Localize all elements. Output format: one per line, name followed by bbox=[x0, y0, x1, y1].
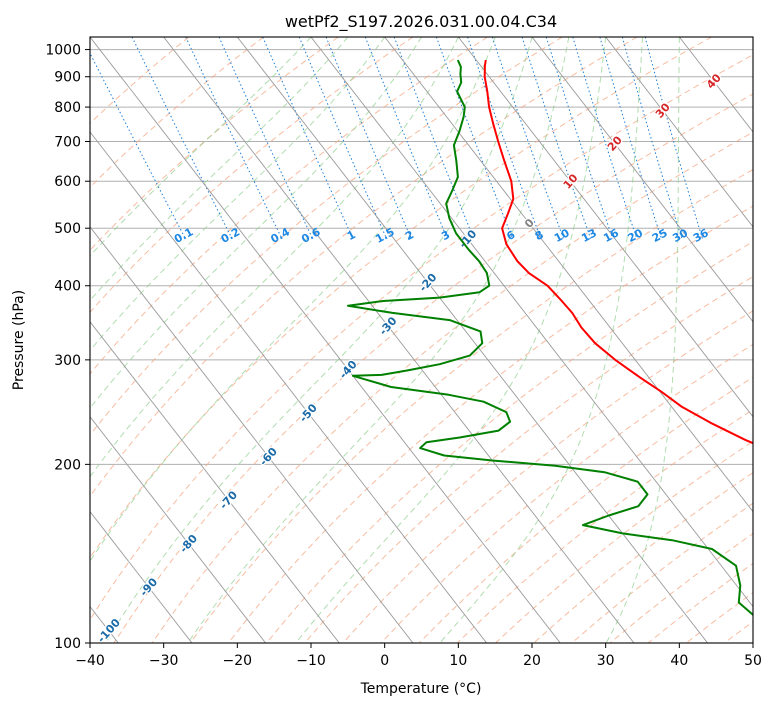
sounding-profiles bbox=[347, 59, 753, 617]
y-tick-label: 600 bbox=[54, 174, 81, 190]
moist-adiabat-line bbox=[439, 37, 643, 643]
x-tick-label: 20 bbox=[523, 653, 541, 669]
moist-adiabat-line bbox=[187, 37, 570, 643]
x-tick-label: 50 bbox=[744, 653, 762, 669]
moist-adiabats bbox=[90, 37, 680, 643]
isotherm-line bbox=[90, 415, 266, 643]
mixing-ratio-line bbox=[325, 37, 412, 239]
isotherm-line bbox=[457, 37, 753, 418]
dewpoint-profile-line bbox=[347, 59, 753, 617]
isotherms bbox=[90, 37, 753, 643]
y-axis-label: Pressure (hPa) bbox=[11, 290, 27, 390]
x-tick-label: 0 bbox=[380, 653, 389, 669]
axes: −40 −30 −20 −10 0 10 20 30 40 50 100 200 300 400 500 60… bbox=[45, 43, 762, 669]
isotherm-line bbox=[90, 131, 487, 643]
plot-frame bbox=[89, 36, 754, 644]
dry-adiabat-line bbox=[90, 54, 753, 621]
x-tick-label: −40 bbox=[75, 653, 105, 669]
moist-adiabat-line bbox=[90, 37, 459, 478]
chart-title: wetPf2_S197.2026.031.00.04.C34 bbox=[285, 12, 557, 32]
moist-adiabat-line bbox=[295, 37, 607, 643]
moist-adiabat-line bbox=[105, 37, 533, 643]
mixing-ratio-line bbox=[467, 37, 542, 239]
mixing-ratio-lines bbox=[90, 37, 703, 239]
moist-adiabat-line bbox=[90, 37, 386, 352]
isotherm-line bbox=[236, 37, 708, 643]
isotherm-line bbox=[90, 510, 193, 643]
moist-adiabat-line bbox=[90, 37, 422, 409]
y-tick-label: 400 bbox=[54, 279, 81, 295]
y-tick-label: 700 bbox=[54, 134, 81, 150]
x-tick-label: −10 bbox=[296, 653, 326, 669]
mixing-ratio-label: 10 bbox=[552, 226, 572, 245]
mixing-ratio-label: 16 bbox=[601, 226, 621, 245]
dry-adiabat-line bbox=[90, 37, 339, 251]
temperature-profile-line bbox=[483, 59, 753, 445]
y-tick-label: 200 bbox=[54, 457, 81, 473]
moist-adiabat-line bbox=[90, 37, 496, 563]
dry-adiabat-line bbox=[90, 37, 563, 436]
isotherm-line bbox=[605, 37, 753, 228]
isotherm-line bbox=[163, 37, 635, 643]
plot-area-background bbox=[90, 37, 753, 643]
y-tick-label: 1000 bbox=[45, 43, 81, 59]
isotherm-line bbox=[384, 37, 753, 513]
mixing-ratio-label: 13 bbox=[579, 226, 599, 245]
x-tick-label: −30 bbox=[149, 653, 179, 669]
mixing-ratio-line bbox=[599, 37, 662, 239]
y-tick-label: 900 bbox=[54, 70, 81, 86]
dry-adiabat-line bbox=[90, 37, 638, 498]
x-axis-label: Temperature (°C) bbox=[360, 681, 482, 697]
y-tick-label: 500 bbox=[54, 221, 81, 237]
isotherm-line bbox=[310, 37, 753, 608]
mixing-ratio-label: 20 bbox=[625, 226, 645, 245]
dry-adiabat-line bbox=[418, 376, 753, 643]
pressure-gridlines bbox=[90, 49, 753, 643]
x-tick-label: 40 bbox=[670, 653, 688, 669]
isotherm-line bbox=[90, 321, 340, 643]
mixing-ratio-line bbox=[491, 37, 564, 239]
dry-adiabat-line bbox=[90, 37, 190, 125]
x-tick-label: −20 bbox=[223, 653, 253, 669]
mixing-ratio-label: 30 bbox=[670, 226, 690, 245]
mixing-ratio-label: 36 bbox=[691, 226, 711, 245]
dry-adiabat-line bbox=[189, 168, 753, 643]
isotherm-line bbox=[531, 37, 753, 323]
mixing-ratio-line bbox=[644, 37, 703, 239]
x-tick-label: 30 bbox=[597, 653, 615, 669]
mixing-ratio-line bbox=[298, 37, 388, 239]
dry-adiabat-line bbox=[90, 37, 712, 559]
dry-adiabat-line bbox=[90, 37, 488, 375]
isotherm-line bbox=[90, 37, 561, 643]
mixing-ratio-line bbox=[572, 37, 638, 239]
y-tick-label: 800 bbox=[54, 100, 81, 116]
mixing-ratio-line bbox=[621, 37, 683, 239]
mixing-ratio-line bbox=[131, 37, 233, 239]
x-tick-label: 10 bbox=[449, 653, 467, 669]
isotherm-line bbox=[90, 226, 414, 643]
dry-adiabat-line bbox=[113, 93, 753, 643]
mixing-ratio-line bbox=[262, 37, 354, 239]
mixing-ratio-label: 25 bbox=[650, 226, 670, 245]
moist-adiabat-line bbox=[90, 37, 312, 257]
y-tick-label: 100 bbox=[54, 636, 81, 652]
y-tick-label: 300 bbox=[54, 353, 81, 369]
